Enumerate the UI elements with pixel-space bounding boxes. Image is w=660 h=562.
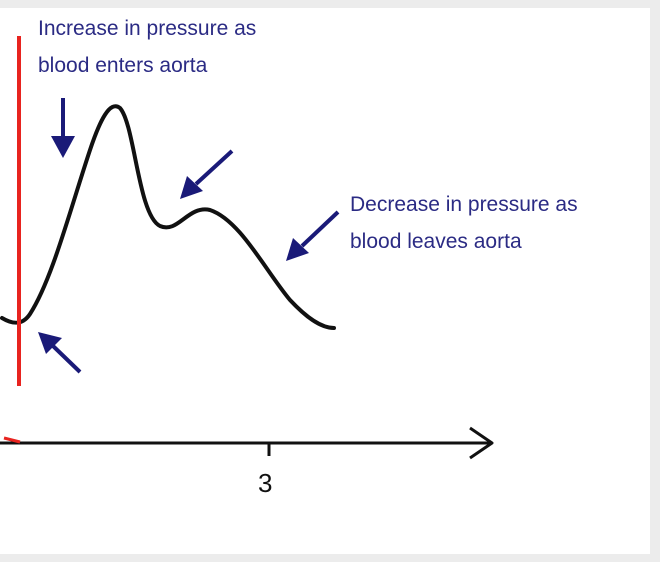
x-axis-arrowhead [469, 426, 494, 460]
annotation-decrease: Decrease in pressure as blood leaves aor… [350, 186, 578, 260]
annotation-decrease-line1: Decrease in pressure as [350, 193, 578, 216]
diagram-panel [0, 8, 650, 554]
pressure-curve [0, 104, 336, 330]
arrow-down-left-icon [286, 210, 340, 261]
arrow-down-left-icon [180, 149, 234, 199]
x-axis-tick-label: 3 [258, 468, 273, 498]
annotation-increase: Increase in pressure as blood enters aor… [38, 10, 256, 84]
annotation-increase-line2: blood enters aorta [38, 54, 208, 77]
annotation-decrease-line2: blood leaves aorta [350, 230, 522, 253]
arrow-up-left-icon [38, 332, 82, 374]
red-marker-tick [3, 436, 21, 444]
arrow-down-icon [51, 98, 75, 158]
annotation-increase-line1: Increase in pressure as [38, 17, 257, 40]
